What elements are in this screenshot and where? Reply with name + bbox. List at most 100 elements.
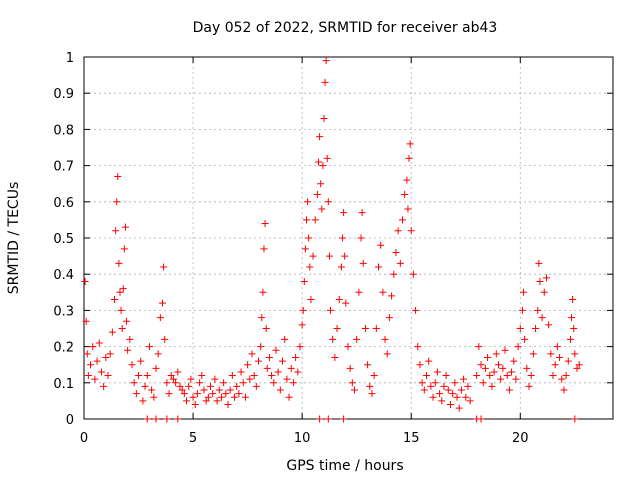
data-point bbox=[117, 306, 125, 314]
data-point bbox=[320, 115, 328, 123]
data-point bbox=[542, 274, 550, 282]
data-point bbox=[358, 209, 366, 217]
data-point bbox=[547, 350, 555, 358]
data-point bbox=[276, 386, 284, 394]
data-point bbox=[497, 375, 505, 383]
data-point bbox=[313, 191, 321, 199]
data-point bbox=[385, 314, 393, 322]
data-point bbox=[486, 372, 494, 380]
data-point bbox=[317, 180, 325, 188]
data-point bbox=[187, 375, 195, 383]
data-point bbox=[532, 325, 540, 332]
data-point bbox=[165, 390, 173, 398]
data-point bbox=[556, 353, 564, 361]
data-point bbox=[196, 379, 204, 387]
data-point bbox=[93, 357, 101, 365]
data-point bbox=[83, 350, 91, 358]
data-point bbox=[114, 172, 122, 180]
data-point bbox=[176, 382, 184, 390]
data-point bbox=[481, 364, 489, 372]
data-point bbox=[233, 382, 241, 390]
data-point bbox=[296, 343, 304, 351]
data-point bbox=[346, 364, 354, 372]
data-point bbox=[325, 252, 333, 260]
data-point bbox=[374, 263, 382, 271]
data-point bbox=[202, 397, 210, 405]
data-point bbox=[562, 372, 570, 380]
data-point bbox=[564, 357, 572, 365]
data-point bbox=[139, 397, 147, 405]
data-point bbox=[198, 372, 206, 380]
data-point bbox=[119, 285, 127, 293]
data-point bbox=[315, 158, 323, 166]
data-point bbox=[193, 390, 201, 398]
data-point bbox=[324, 198, 332, 206]
data-point bbox=[143, 415, 151, 423]
data-point bbox=[368, 390, 376, 398]
data-point bbox=[239, 379, 247, 387]
data-point bbox=[490, 368, 498, 376]
data-point bbox=[520, 288, 528, 296]
data-point bbox=[359, 259, 367, 267]
data-point bbox=[108, 328, 116, 336]
data-point bbox=[305, 234, 313, 242]
x-axis-label: GPS time / hours bbox=[286, 458, 403, 474]
data-point bbox=[466, 397, 474, 405]
data-point bbox=[534, 306, 542, 314]
data-point bbox=[414, 343, 422, 351]
data-point bbox=[418, 379, 426, 387]
data-point bbox=[89, 343, 97, 351]
chart-title: Day 052 of 2022, SRMTID for receiver ab4… bbox=[193, 20, 498, 36]
data-point bbox=[379, 288, 387, 296]
data-point bbox=[477, 415, 485, 423]
data-point bbox=[97, 368, 105, 376]
data-point bbox=[501, 346, 509, 354]
data-point bbox=[248, 350, 256, 358]
data-point bbox=[553, 343, 561, 351]
data-point bbox=[377, 241, 385, 249]
data-point bbox=[285, 393, 293, 401]
data-point bbox=[161, 335, 169, 343]
data-point bbox=[169, 375, 177, 383]
data-points bbox=[81, 57, 583, 423]
data-point bbox=[226, 386, 234, 394]
data-point bbox=[335, 296, 343, 304]
data-point bbox=[551, 361, 559, 369]
data-point bbox=[327, 306, 335, 314]
data-point bbox=[575, 361, 583, 369]
data-point bbox=[281, 335, 289, 343]
data-point bbox=[163, 379, 171, 387]
y-tick-label: 0.4 bbox=[53, 268, 74, 283]
data-point bbox=[145, 343, 153, 351]
data-point bbox=[403, 176, 411, 184]
data-point bbox=[211, 375, 219, 383]
data-point bbox=[250, 372, 258, 380]
data-point bbox=[178, 386, 186, 394]
data-point bbox=[527, 372, 535, 380]
data-point bbox=[274, 368, 282, 376]
data-point bbox=[209, 390, 217, 398]
data-point bbox=[401, 191, 409, 199]
y-axis-label: SRMTID / TECUs bbox=[6, 182, 22, 295]
data-point bbox=[224, 401, 232, 409]
data-point bbox=[433, 368, 441, 376]
data-point bbox=[268, 372, 276, 380]
data-point bbox=[479, 379, 487, 387]
data-point bbox=[261, 220, 269, 228]
data-point bbox=[545, 321, 553, 329]
data-point bbox=[503, 372, 511, 380]
data-point bbox=[405, 154, 413, 162]
data-point bbox=[364, 361, 372, 369]
data-point bbox=[494, 361, 502, 369]
data-point bbox=[523, 364, 531, 372]
data-point bbox=[311, 216, 319, 224]
data-point bbox=[237, 368, 245, 376]
data-point bbox=[512, 375, 520, 383]
data-point bbox=[183, 397, 191, 405]
data-point bbox=[350, 386, 358, 394]
data-point bbox=[409, 270, 417, 278]
data-point bbox=[126, 335, 134, 343]
data-point bbox=[436, 390, 444, 398]
data-point bbox=[420, 386, 428, 394]
